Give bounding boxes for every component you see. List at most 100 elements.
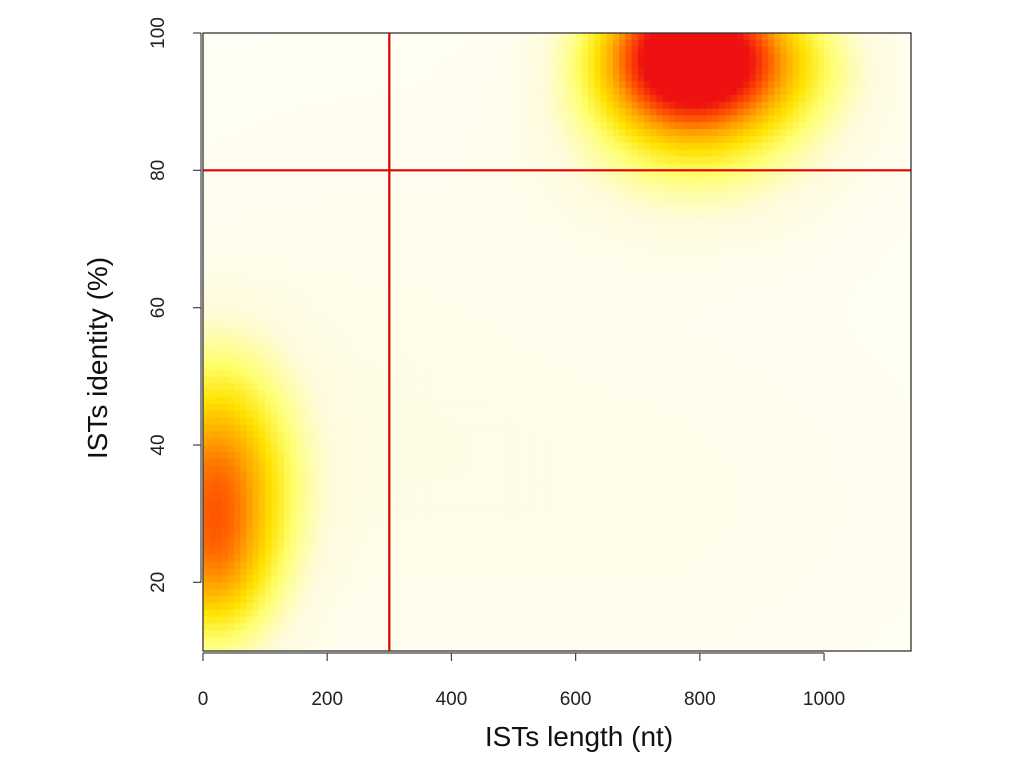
- heatmap-cell: [494, 122, 502, 130]
- heatmap-cell: [532, 383, 539, 391]
- heatmap-cell: [463, 396, 471, 405]
- heatmap-cell: [209, 513, 217, 522]
- heatmap-cell: [302, 177, 310, 185]
- heatmap-cell: [246, 60, 254, 68]
- heatmap-cell: [451, 493, 459, 501]
- heatmap-cell: [501, 616, 508, 625]
- heatmap-cell: [358, 108, 366, 116]
- heatmap-cell: [333, 534, 341, 542]
- heatmap-cell: [215, 232, 223, 240]
- heatmap-cell: [252, 355, 260, 364]
- heatmap-cell: [240, 520, 248, 528]
- heatmap-cell: [525, 225, 533, 233]
- heatmap-cell: [289, 39, 297, 48]
- heatmap-cell: [389, 493, 397, 501]
- heatmap-cell: [420, 589, 428, 597]
- heatmap-cell: [252, 527, 260, 535]
- heatmap-cell: [289, 266, 297, 274]
- heatmap-cell: [203, 142, 210, 151]
- heatmap-cell: [457, 156, 465, 165]
- heatmap-cell: [277, 417, 285, 425]
- heatmap-cell: [463, 300, 471, 309]
- heatmap-cell: [507, 596, 515, 604]
- heatmap-cell: [321, 424, 328, 432]
- heatmap-cell: [234, 376, 241, 384]
- heatmap-cell: [321, 568, 328, 577]
- heatmap-cell: [420, 101, 428, 110]
- heatmap-cell: [395, 445, 403, 453]
- heatmap-cell: [227, 431, 235, 439]
- heatmap-cell: [215, 575, 223, 583]
- heatmap-cell: [215, 225, 223, 233]
- heatmap-cell: [439, 115, 446, 123]
- heatmap-cell: [519, 644, 527, 652]
- heatmap-cell: [246, 520, 254, 528]
- heatmap-cell: [314, 362, 322, 371]
- heatmap-cell: [345, 445, 353, 453]
- heatmap-cell: [513, 252, 521, 261]
- heatmap-cell: [414, 506, 421, 515]
- heatmap-cell: [376, 170, 384, 178]
- heatmap-cell: [501, 383, 508, 391]
- heatmap-cell: [376, 33, 384, 41]
- heatmap-cell: [358, 575, 366, 583]
- heatmap-cell: [451, 218, 459, 226]
- heatmap-cell: [407, 300, 415, 309]
- heatmap-cell: [296, 204, 303, 213]
- heatmap-cell: [420, 637, 428, 645]
- heatmap-cell: [470, 534, 477, 542]
- heatmap-cell: [283, 280, 291, 288]
- heatmap-cell: [389, 479, 397, 487]
- heatmap-cell: [227, 348, 235, 357]
- heatmap-cell: [544, 273, 552, 281]
- heatmap-cell: [321, 39, 328, 48]
- heatmap-cell: [203, 554, 210, 563]
- heatmap-cell: [234, 81, 241, 89]
- heatmap-cell: [358, 67, 366, 75]
- heatmap-cell: [327, 499, 335, 508]
- heatmap-cell: [488, 445, 496, 453]
- heatmap-cell: [420, 541, 428, 549]
- heatmap-cell: [513, 369, 521, 377]
- heatmap-cell: [470, 239, 477, 247]
- heatmap-cell: [333, 300, 341, 309]
- heatmap-cell: [426, 163, 434, 171]
- heatmap-cell: [271, 403, 279, 412]
- heatmap-cell: [296, 644, 303, 652]
- heatmap-cell: [321, 506, 328, 515]
- heatmap-cell: [327, 431, 335, 439]
- heatmap-cell: [302, 383, 310, 391]
- heatmap-cell: [296, 445, 303, 453]
- heatmap-cell: [445, 259, 453, 268]
- heatmap-cell: [407, 287, 415, 295]
- heatmap-cell: [494, 273, 502, 281]
- heatmap-cell: [314, 94, 322, 103]
- heatmap-cell: [203, 156, 210, 165]
- heatmap-cell: [221, 53, 229, 62]
- heatmap-cell: [345, 417, 353, 425]
- heatmap-cell: [432, 342, 440, 350]
- heatmap-cell: [333, 314, 341, 322]
- heatmap-cell: [277, 486, 285, 494]
- heatmap-cell: [445, 46, 453, 55]
- heatmap-cell: [240, 630, 248, 638]
- heatmap-cell: [494, 67, 502, 75]
- heatmap-cell: [296, 170, 303, 178]
- heatmap-cell: [445, 582, 453, 590]
- heatmap-cell: [476, 60, 484, 68]
- heatmap-cell: [283, 87, 291, 96]
- heatmap-cell: [451, 589, 459, 597]
- heatmap-cell: [252, 211, 260, 219]
- heatmap-cell: [258, 225, 266, 233]
- heatmap-cell: [494, 53, 502, 62]
- heatmap-cell: [296, 307, 303, 316]
- heatmap-cell: [376, 81, 384, 89]
- heatmap-cell: [314, 245, 322, 254]
- heatmap-cell: [544, 225, 552, 233]
- heatmap-cell: [532, 396, 539, 405]
- heatmap-cell: [414, 122, 421, 130]
- heatmap-cell: [277, 225, 285, 233]
- heatmap-cell: [513, 142, 521, 151]
- heatmap-cell: [482, 87, 490, 96]
- heatmap-cell: [277, 252, 285, 261]
